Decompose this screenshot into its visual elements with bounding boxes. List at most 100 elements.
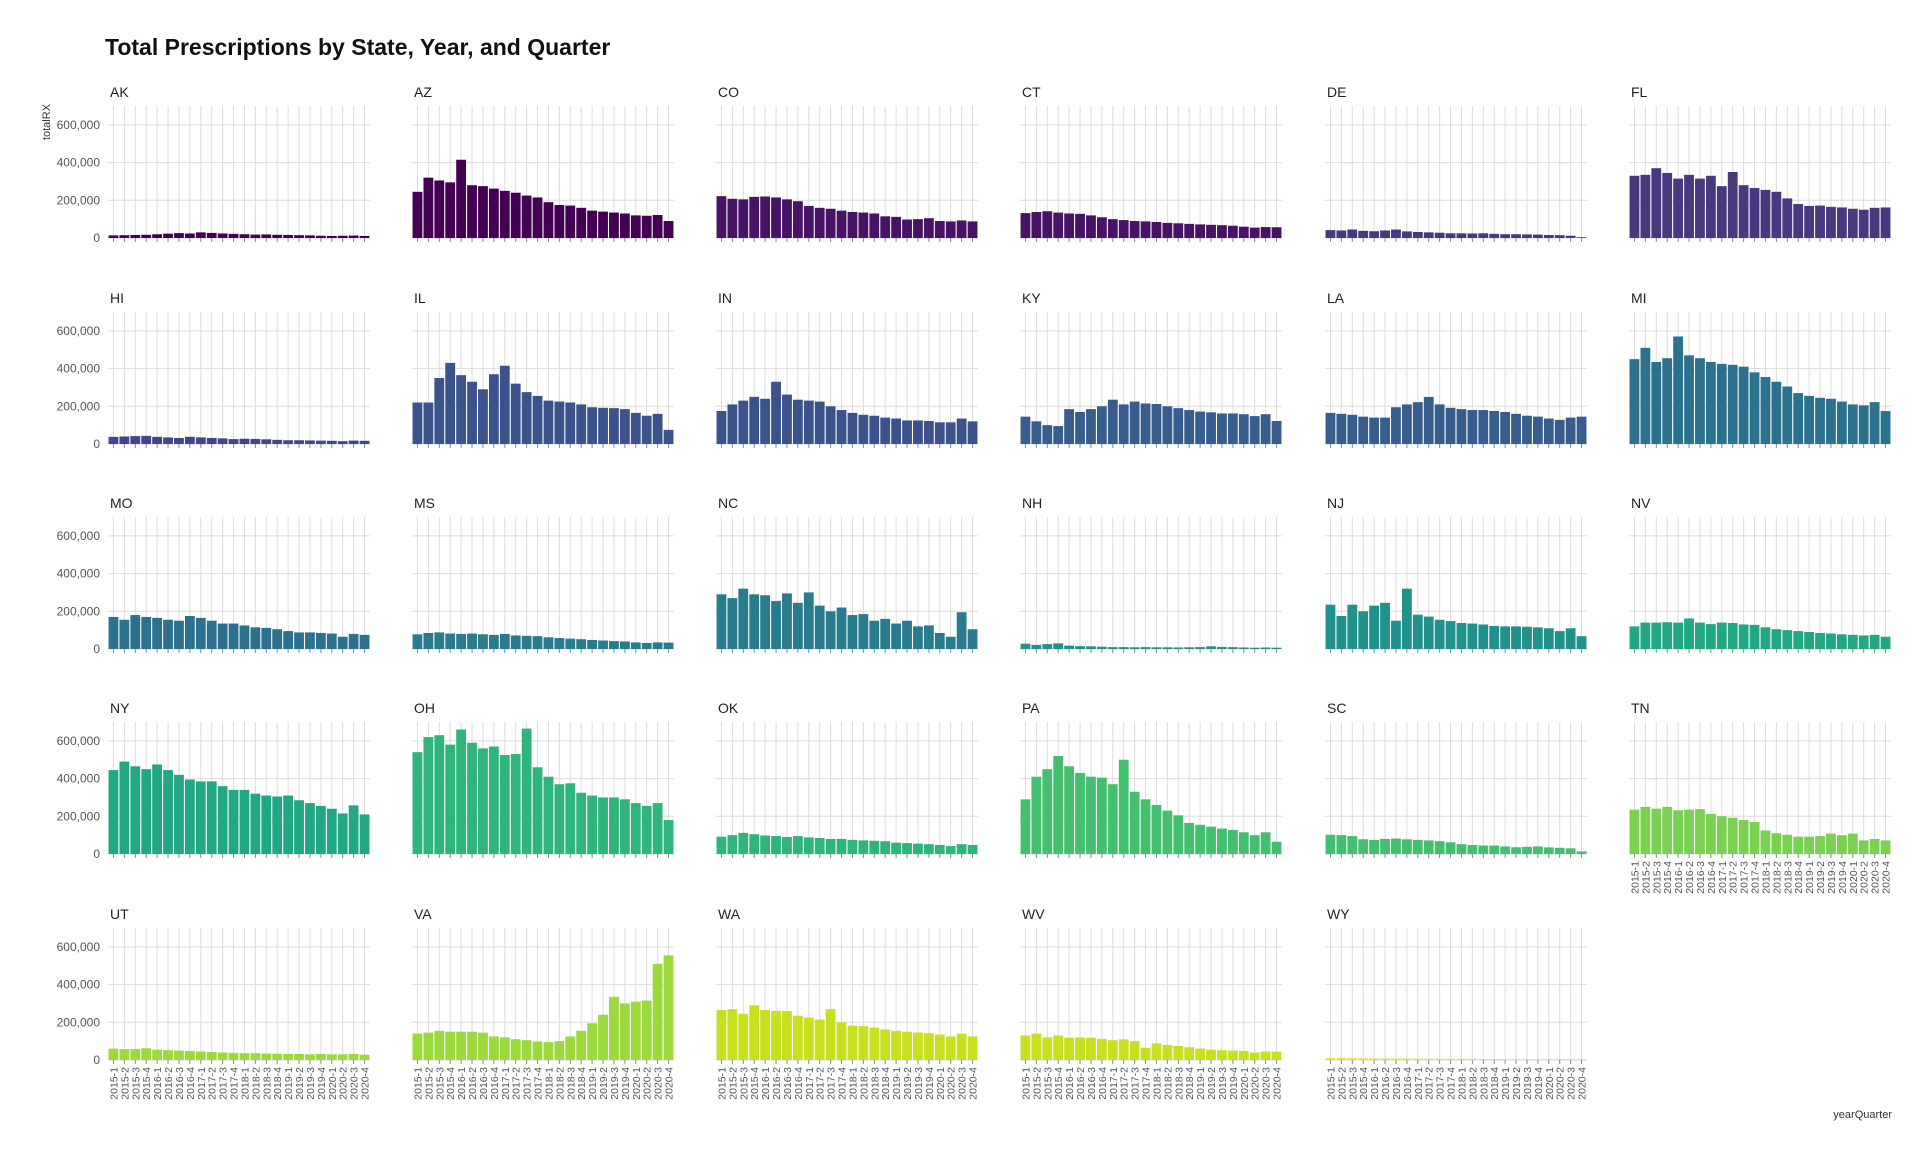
bar xyxy=(1064,213,1075,238)
bar xyxy=(174,233,184,238)
bar xyxy=(967,629,978,649)
x-tick-label: 2017-1 xyxy=(196,1067,208,1100)
bar xyxy=(228,789,239,854)
bar xyxy=(206,1052,217,1060)
panel-pa: PA xyxy=(1020,700,1282,858)
bar xyxy=(1749,821,1760,854)
y-tick-label: 400,000 xyxy=(57,567,101,581)
bar xyxy=(217,233,228,238)
x-tick-label: 2017-2 xyxy=(1424,1067,1436,1100)
bar xyxy=(283,1053,294,1060)
panel-hi: HI 0 200,000 400,000 600,000 xyxy=(57,290,370,451)
bar xyxy=(195,232,206,238)
bar xyxy=(1096,406,1107,444)
x-tick-label: 2018-2 xyxy=(1467,1067,1479,1100)
bar xyxy=(1249,647,1260,649)
y-tick-label: 200,000 xyxy=(57,399,101,413)
bar xyxy=(554,784,565,854)
bar xyxy=(1782,386,1793,444)
bar xyxy=(250,234,261,238)
bar xyxy=(1217,828,1227,854)
bar xyxy=(1771,381,1782,444)
bar xyxy=(163,619,173,649)
bar xyxy=(1401,839,1412,854)
panel-ut: UT0200,000400,000600,0002015-12015-22015… xyxy=(57,906,372,1100)
bar xyxy=(478,1032,488,1060)
bar xyxy=(294,440,304,444)
x-tick-label: 2015-3 xyxy=(130,1067,142,1100)
x-tick-label: 2016-1 xyxy=(1673,861,1685,894)
bar xyxy=(663,221,674,238)
x-tick-label: 2018-2 xyxy=(1771,861,1783,894)
bar xyxy=(1576,237,1587,238)
x-tick-label: 2015-4 xyxy=(141,1067,153,1100)
bar xyxy=(206,437,217,444)
panel-il: IL xyxy=(412,290,674,448)
bar xyxy=(609,641,619,649)
x-tick-label: 2019-1 xyxy=(1804,861,1816,894)
x-tick-label: 2015-1 xyxy=(1629,861,1641,894)
bar xyxy=(1511,1059,1521,1060)
bar xyxy=(532,395,543,444)
bar xyxy=(576,207,587,238)
bar xyxy=(423,632,434,649)
bar xyxy=(337,636,348,649)
bar xyxy=(1880,207,1891,238)
y-axis-label: totalRX xyxy=(41,103,53,140)
panel-de: DE xyxy=(1325,84,1587,242)
bar xyxy=(1042,644,1053,649)
panel-label: MI xyxy=(1631,290,1647,306)
x-tick-label: 2019-1 xyxy=(891,1067,903,1100)
bar xyxy=(119,1049,130,1060)
bar xyxy=(445,633,456,649)
bar xyxy=(738,588,749,649)
bar xyxy=(359,235,370,238)
bar xyxy=(467,742,477,854)
bar xyxy=(1336,835,1347,854)
bar xyxy=(1847,833,1858,854)
bar xyxy=(1576,636,1587,649)
bar xyxy=(609,408,619,444)
bar xyxy=(1500,234,1511,238)
bar xyxy=(1064,766,1075,854)
bar xyxy=(1358,839,1369,854)
bar xyxy=(1162,1044,1173,1060)
x-tick-label: 2017-2 xyxy=(815,1067,827,1100)
bar xyxy=(1151,804,1162,854)
bar xyxy=(315,1053,326,1060)
x-tick-label: 2016-1 xyxy=(1369,1067,1381,1100)
bar xyxy=(727,835,738,854)
bar xyxy=(619,1003,630,1060)
panel-nc: NC xyxy=(716,495,978,653)
bar xyxy=(1640,806,1651,854)
bar xyxy=(478,186,488,238)
bar xyxy=(847,1025,858,1060)
bar xyxy=(1238,414,1249,444)
bar xyxy=(1227,1050,1238,1060)
bar xyxy=(272,1053,283,1060)
bar xyxy=(1129,1041,1140,1060)
bar xyxy=(1369,1058,1380,1060)
bar xyxy=(1391,838,1401,854)
bar xyxy=(108,616,119,649)
bar xyxy=(782,837,792,854)
x-tick-label: 2016-4 xyxy=(489,1067,501,1100)
bar xyxy=(891,418,902,444)
bar xyxy=(1096,646,1107,649)
bar xyxy=(847,211,858,238)
bar xyxy=(1086,1037,1096,1060)
bar xyxy=(1064,409,1075,444)
x-tick-label: 2019-1 xyxy=(1500,1067,1512,1100)
x-tick-label: 2020-1 xyxy=(631,1067,643,1100)
x-tick-label: 2018-4 xyxy=(880,1067,892,1100)
bar xyxy=(1423,840,1434,854)
x-tick-label: 2020-1 xyxy=(1848,861,1860,894)
bar xyxy=(1869,838,1880,854)
bar xyxy=(1554,847,1565,854)
bar xyxy=(554,401,565,444)
x-tick-label: 2019-1 xyxy=(1195,1067,1207,1100)
bar xyxy=(1227,413,1238,444)
y-tick-label: 600,000 xyxy=(57,324,101,338)
bar xyxy=(337,441,348,444)
x-tick-label: 2018-1 xyxy=(847,1067,859,1100)
